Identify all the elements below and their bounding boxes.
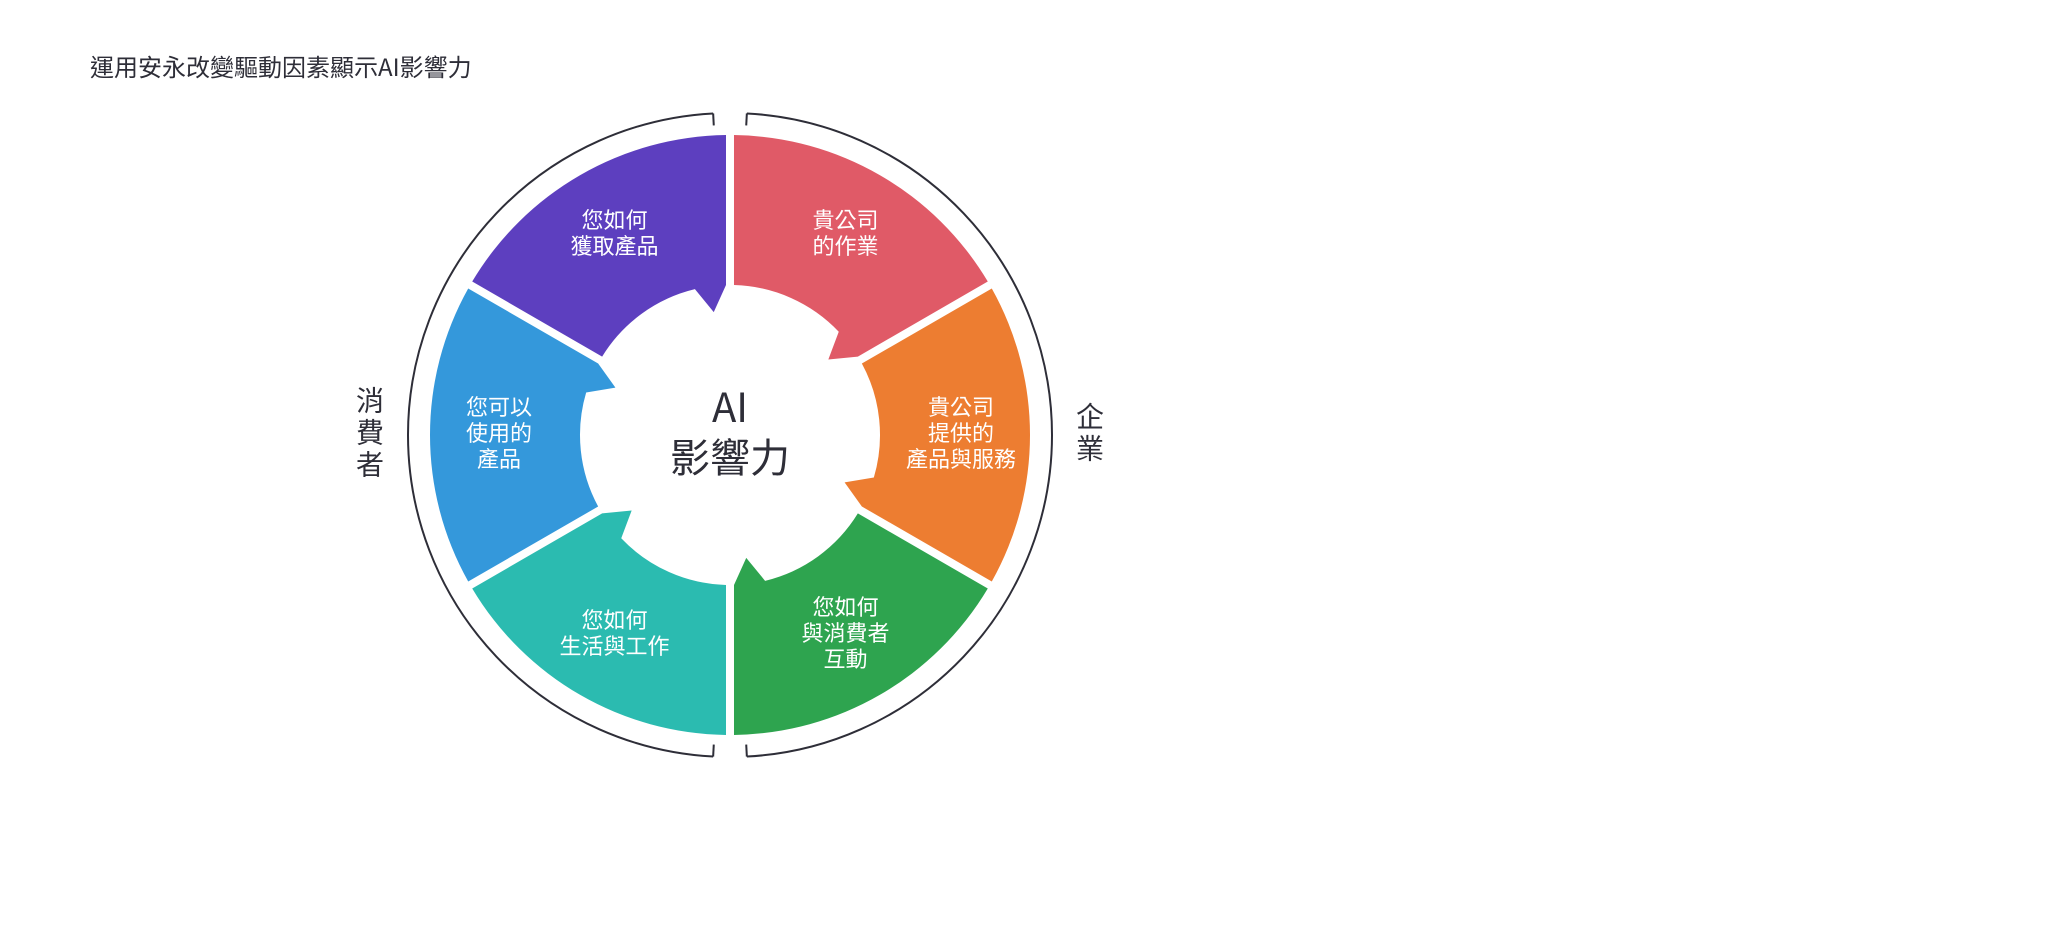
side-label-consumer: 者 [356, 444, 384, 484]
donut-segment-label: 互動 [823, 642, 867, 674]
outer-ring-cap [713, 113, 714, 125]
donut-segment-label: 生活與工作 [559, 629, 669, 661]
donut-segment-label: 產品 [477, 442, 521, 474]
outer-ring-cap [713, 745, 714, 757]
outer-ring-cap [746, 745, 747, 757]
outer-ring-cap [746, 113, 747, 125]
side-label-enterprise: 業 [1076, 428, 1104, 468]
center-label-line2: 影響力 [670, 426, 790, 484]
donut-segment-label: 獲取產品 [570, 229, 658, 261]
donut-segment-label: 的作業 [812, 229, 878, 261]
donut-segment-label: 產品與服務 [906, 442, 1016, 474]
ai-impact-donut-diagram: 貴公司的作業貴公司提供的產品與服務您如何與消費者互動您如何生活與工作您可以使用的… [0, 0, 2048, 936]
